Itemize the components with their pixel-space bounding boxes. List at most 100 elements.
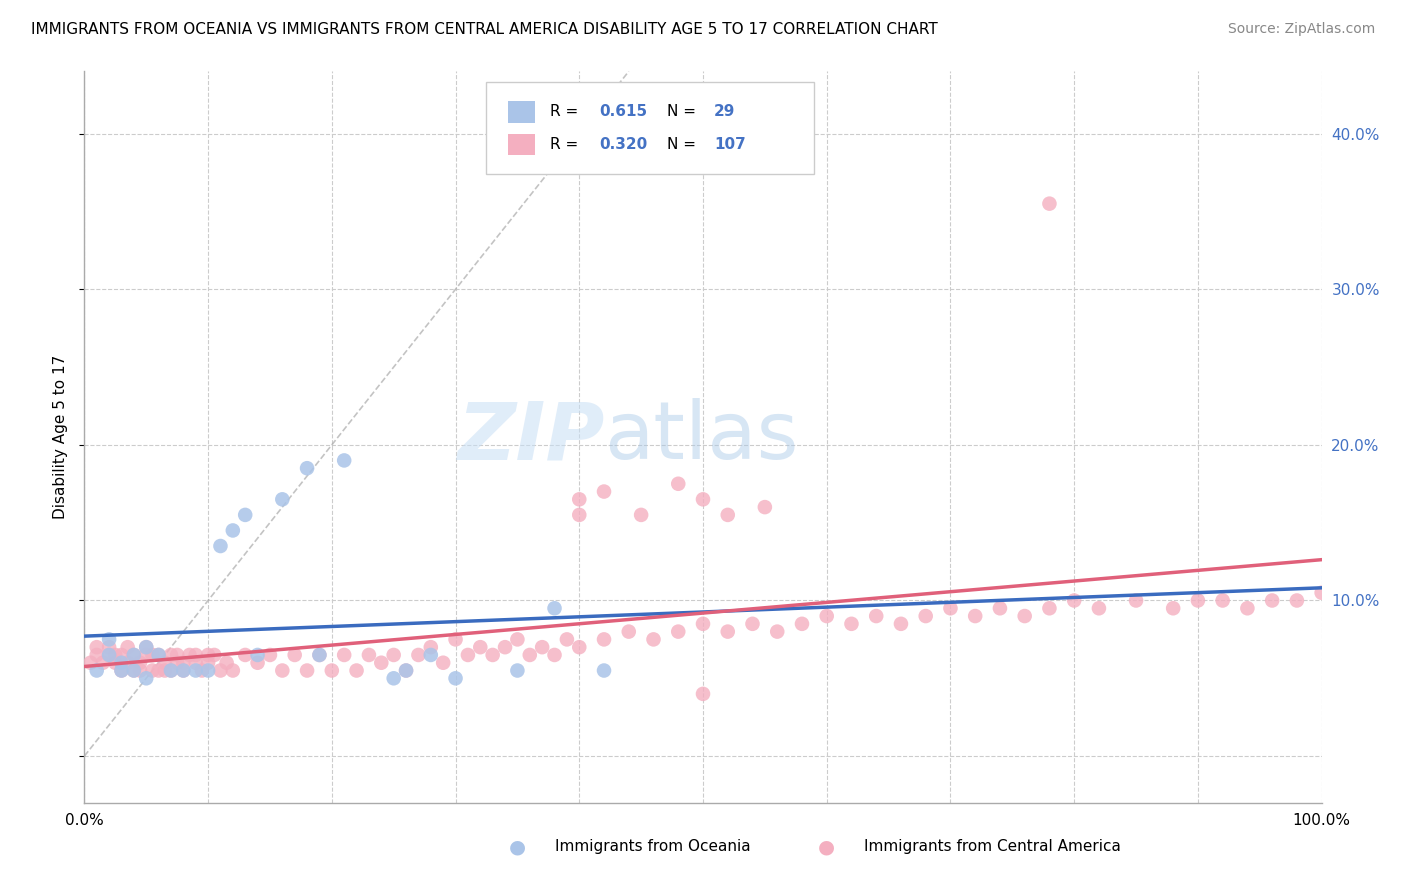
- Point: [543, 648, 565, 662]
- Point: [617, 624, 640, 639]
- FancyBboxPatch shape: [508, 101, 534, 122]
- Point: [153, 664, 176, 678]
- Point: [98, 632, 121, 647]
- Point: [110, 656, 132, 670]
- Point: [1038, 196, 1060, 211]
- Point: [166, 656, 188, 670]
- Point: [444, 632, 467, 647]
- Point: [666, 624, 689, 639]
- Point: [86, 640, 108, 655]
- Point: [370, 656, 392, 670]
- Text: ZIP: ZIP: [457, 398, 605, 476]
- Y-axis label: Disability Age 5 to 17: Disability Age 5 to 17: [53, 355, 69, 519]
- Text: N =: N =: [666, 137, 696, 152]
- Point: [148, 648, 170, 662]
- FancyBboxPatch shape: [508, 134, 534, 155]
- Text: N =: N =: [666, 104, 696, 120]
- Point: [122, 664, 145, 678]
- Text: Immigrants from Oceania: Immigrants from Oceania: [554, 839, 751, 855]
- Point: [1161, 601, 1184, 615]
- Point: [153, 656, 176, 670]
- Point: [148, 648, 170, 662]
- Point: [506, 632, 529, 647]
- Point: [321, 664, 343, 678]
- Point: [1125, 593, 1147, 607]
- Point: [1187, 593, 1209, 607]
- Point: [481, 648, 503, 662]
- Point: [346, 664, 368, 678]
- Point: [593, 484, 616, 499]
- Point: [197, 664, 219, 678]
- Point: [295, 461, 318, 475]
- Point: [568, 508, 591, 522]
- Point: [643, 632, 665, 647]
- Point: [890, 616, 912, 631]
- Point: [1236, 601, 1258, 615]
- Text: 29: 29: [714, 104, 735, 120]
- Point: [233, 508, 256, 522]
- Point: [122, 664, 145, 678]
- Point: [259, 648, 281, 662]
- Point: [135, 640, 157, 655]
- Point: [766, 624, 789, 639]
- Text: Source: ZipAtlas.com: Source: ZipAtlas.com: [1227, 22, 1375, 37]
- Point: [104, 656, 127, 670]
- Point: [506, 664, 529, 678]
- Point: [271, 664, 294, 678]
- Text: R =: R =: [550, 104, 578, 120]
- Point: [382, 671, 405, 685]
- Point: [197, 648, 219, 662]
- Point: [965, 609, 987, 624]
- Point: [184, 648, 207, 662]
- Point: [209, 664, 232, 678]
- Point: [79, 656, 101, 670]
- Point: [470, 640, 492, 655]
- Point: [179, 648, 201, 662]
- Point: [865, 609, 887, 624]
- Point: [543, 601, 565, 615]
- Point: [166, 648, 188, 662]
- FancyBboxPatch shape: [486, 82, 814, 174]
- Text: 0.615: 0.615: [599, 104, 647, 120]
- Point: [1310, 585, 1333, 599]
- Point: [98, 648, 121, 662]
- Point: [308, 648, 330, 662]
- Point: [593, 632, 616, 647]
- Text: IMMIGRANTS FROM OCEANIA VS IMMIGRANTS FROM CENTRAL AMERICA DISABILITY AGE 5 TO 1: IMMIGRANTS FROM OCEANIA VS IMMIGRANTS FR…: [31, 22, 938, 37]
- Point: [222, 664, 245, 678]
- Point: [741, 616, 763, 631]
- Point: [419, 640, 441, 655]
- Point: [222, 524, 245, 538]
- Point: [408, 648, 430, 662]
- Point: [104, 648, 127, 662]
- Point: [630, 508, 652, 522]
- Point: [184, 656, 207, 670]
- Point: [202, 648, 225, 662]
- Point: [914, 609, 936, 624]
- Point: [271, 492, 294, 507]
- Point: [593, 664, 616, 678]
- Point: [717, 624, 740, 639]
- Point: [666, 476, 689, 491]
- Point: [444, 671, 467, 685]
- Point: [1261, 593, 1284, 607]
- Point: [172, 664, 194, 678]
- Point: [98, 640, 121, 655]
- Point: [284, 648, 307, 662]
- Point: [246, 656, 269, 670]
- Point: [988, 601, 1011, 615]
- Point: [141, 664, 163, 678]
- Point: [308, 648, 330, 662]
- Point: [1285, 593, 1308, 607]
- Point: [457, 648, 479, 662]
- Point: [841, 616, 863, 631]
- Point: [382, 648, 405, 662]
- Point: [160, 664, 183, 678]
- Point: [160, 648, 183, 662]
- Point: [295, 664, 318, 678]
- Point: [692, 492, 714, 507]
- Point: [110, 648, 132, 662]
- Point: [519, 648, 541, 662]
- Point: [191, 664, 214, 678]
- Text: 0.320: 0.320: [599, 137, 647, 152]
